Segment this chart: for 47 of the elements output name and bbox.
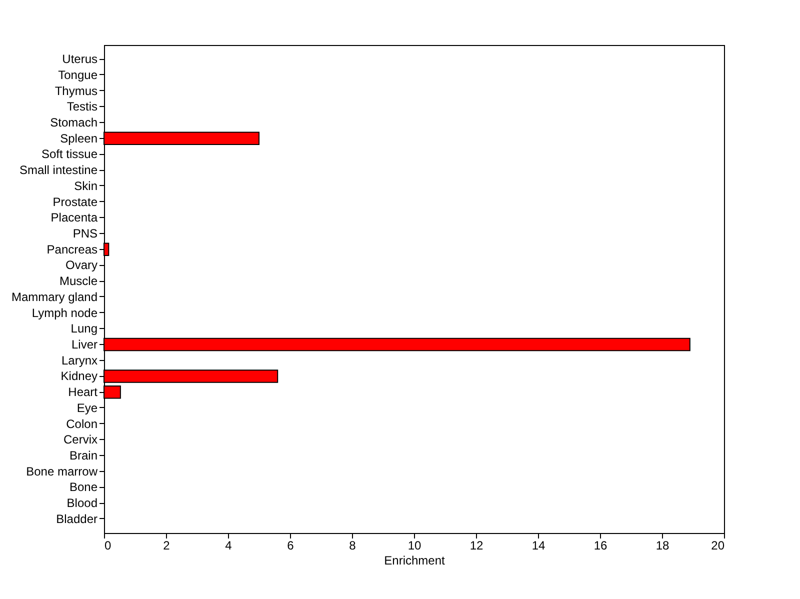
x-tick-label: 12 [470, 538, 484, 552]
x-tick-label: 8 [349, 538, 356, 552]
y-tick-label: Pancreas [46, 242, 98, 256]
y-tick-label: Bladder [56, 512, 98, 526]
x-tick-label: 16 [594, 538, 608, 552]
y-tick-label: Ovary [65, 258, 98, 272]
y-tick-label: Larynx [61, 353, 98, 368]
y-tick-label: Eye [76, 400, 98, 415]
y-tick-label: Testis [66, 100, 98, 114]
y-tick-label: Blood [66, 496, 98, 510]
y-tick-label: Prostate [52, 194, 98, 209]
y-tick-label: Bone [69, 480, 98, 494]
y-tick-label: Lymph node [32, 306, 98, 320]
y-tick-label: Heart [68, 385, 98, 400]
x-tick-label: 14 [532, 538, 546, 552]
y-tick-label: Lung [70, 322, 98, 336]
y-tick-label: Small intestine [19, 163, 98, 178]
bar [104, 385, 121, 399]
x-axis-title: Enrichment [384, 554, 446, 568]
y-tick-label: Thymus [54, 84, 98, 98]
y-tick-label: PNS [72, 226, 98, 240]
y-tick-label: Brain [69, 448, 98, 463]
y-tick-label: Muscle [59, 274, 98, 288]
y-tick-label: Bone marrow [26, 464, 98, 478]
x-tick-label: 10 [408, 538, 422, 552]
x-tick-label: 6 [287, 538, 294, 552]
y-tick-label: Colon [66, 416, 98, 431]
y-tick-label: Tongue [58, 68, 98, 82]
x-tick-label: 4 [225, 538, 232, 552]
x-tick-label: 20 [711, 538, 725, 552]
y-tick-label: Uterus [62, 52, 98, 66]
y-tick-label: Liver [71, 338, 98, 352]
bar [104, 338, 690, 352]
y-tick-label: Mammary gland [11, 290, 98, 304]
y-tick-label: Kidney [60, 369, 98, 384]
bar [104, 132, 260, 145]
bar [104, 370, 278, 383]
y-tick-label: Placenta [50, 210, 98, 225]
y-tick-label: Cervix [63, 432, 98, 447]
y-tick-label: Soft tissue [41, 147, 98, 162]
y-tick-label: Spleen [60, 131, 98, 146]
bar [104, 242, 110, 256]
y-tick-label: Skin [74, 178, 98, 193]
x-tick-label: 18 [656, 538, 670, 552]
y-tick-label: Stomach [50, 115, 98, 130]
x-tick-label: 0 [104, 538, 112, 552]
x-tick-label: 2 [163, 538, 170, 552]
